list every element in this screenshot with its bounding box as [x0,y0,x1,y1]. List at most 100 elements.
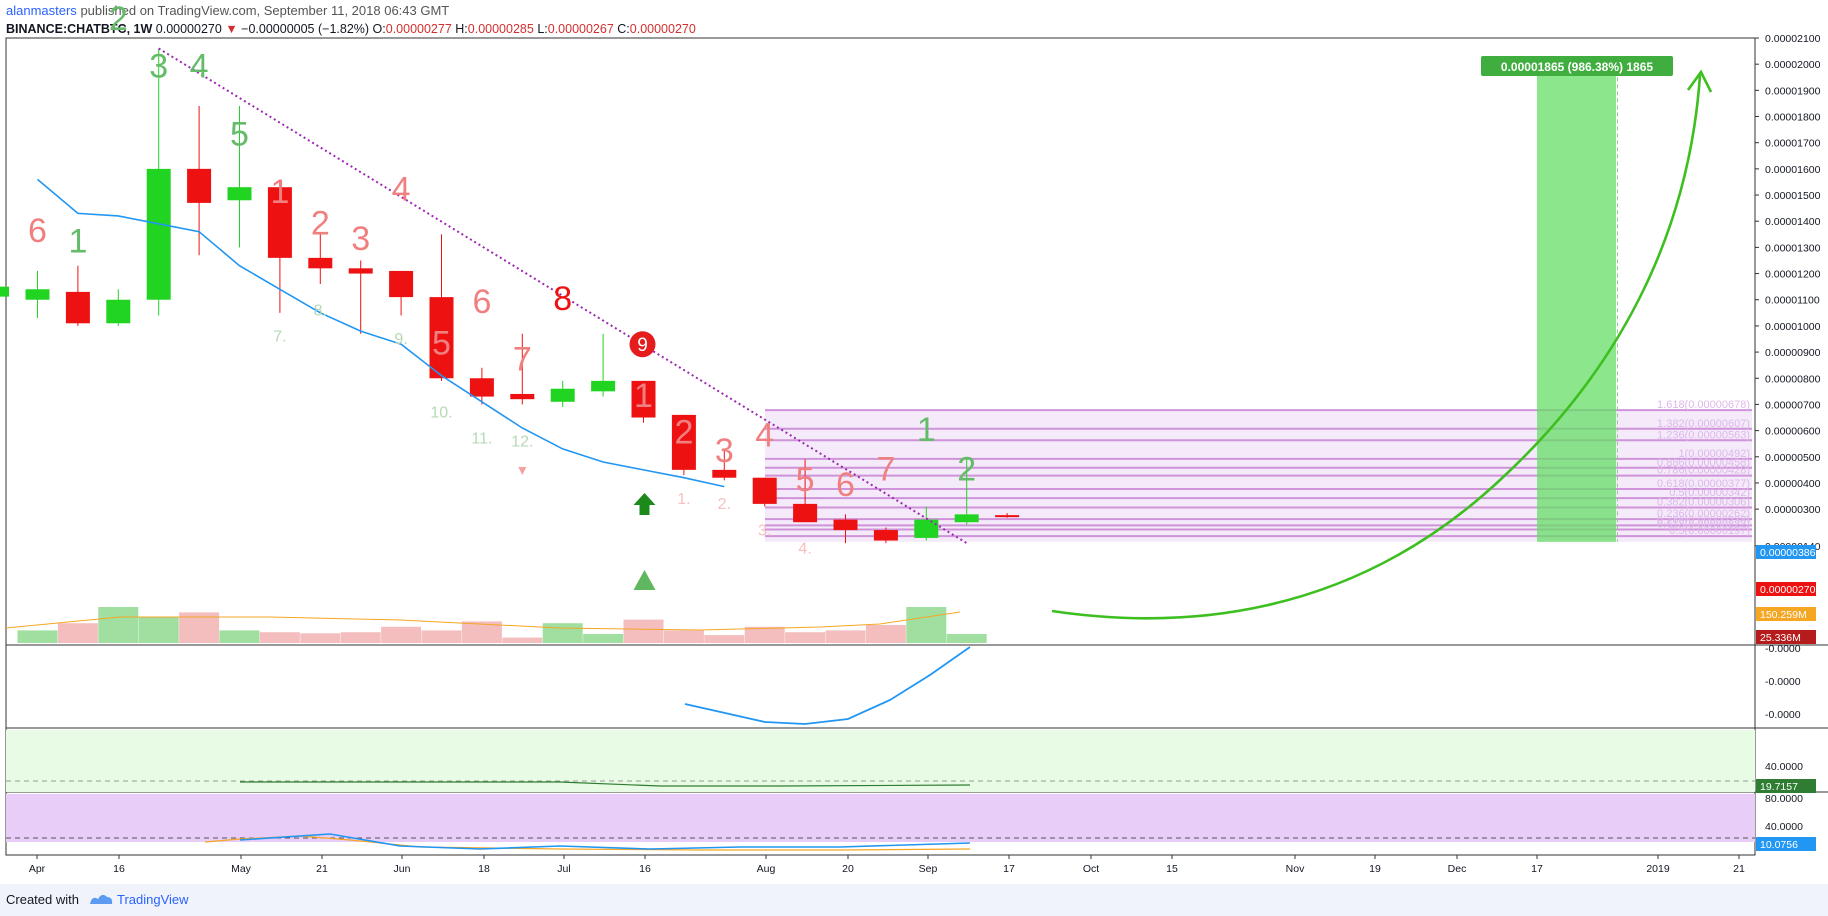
y-tick-label: 0.00001800 [1765,112,1821,124]
td-count-label: 5 [432,325,451,363]
x-tick-label: 2019 [1646,863,1670,875]
volume-bar [421,630,462,643]
candle-body [267,187,292,258]
y-tick-label: 0.00001400 [1765,216,1821,228]
td9-signal-icon [629,331,656,358]
fib-label: 1.382(0.00000607) [1657,418,1750,430]
price-chart[interactable]: 1.618(0.00000678) 1.382(0.00000607)1.236(… [0,0,1828,884]
volume-bar [623,619,664,643]
author-link[interactable]: alanmasters [6,3,77,18]
volume-bar [542,623,583,643]
projection-label: 0.00001865 (986.38%) 1865 [1501,60,1653,74]
y-tick-label: 0.00001200 [1765,269,1821,281]
close-value: 0.00000270 [629,22,696,36]
td-count-label: 4 [190,47,209,85]
osc2-value: 19.7157 [1760,781,1798,793]
candle-body [631,380,656,418]
td-count-label: 6 [472,283,491,321]
td-count-label: 8 [553,280,572,318]
volume-bar [865,625,906,643]
candle-body [65,291,90,324]
volume-tag: 25.336M [1760,632,1801,644]
candle-body [550,388,575,402]
candle-body [671,414,696,470]
td-count-label: 4 [755,416,774,454]
candle-body [833,519,858,531]
triangle-down-icon [518,467,527,475]
osc3-tick-label: 40.0000 [1765,821,1803,833]
td-count-label: 1 [68,223,87,261]
td-count-label: 11. [471,431,492,448]
tradingview-logo-icon[interactable] [88,890,114,908]
buy-arrow-icon [633,493,656,515]
candle-body [591,380,616,392]
fib-label: 0.5(0.00000342) [1669,487,1750,499]
symbol-info: BINANCE:CHATBTC, 1W 0.00000270 ▼ −0.0000… [6,20,696,38]
x-tick-label: Oct [1083,863,1099,875]
osc2-value-box [1756,779,1816,793]
published-text: published on TradingView.com, September … [80,3,450,18]
y-tick-label: 0.00002000 [1765,59,1821,71]
fib-label: 0.5(0.00000197) [1669,525,1750,537]
x-tick-label: 20 [842,863,854,875]
candle-body [510,393,535,400]
volume-ma-tag-box [1756,607,1816,621]
candle-body [712,469,737,478]
x-tick-label: 21 [1733,863,1745,875]
td-count-label: 7 [513,340,532,378]
td-count-label: 6 [28,212,47,250]
volume-bar [340,632,381,643]
fib-label: 0.382(0.00000306) [1657,497,1750,509]
candle-body [469,378,494,397]
volume-bar [300,633,341,643]
y-tick-label: 0.00000800 [1765,373,1821,385]
low-label: L: [537,22,548,36]
td-count-label: 4. [798,541,811,558]
volume-bar [825,630,866,643]
y-tick-label: 0.00001000 [1765,321,1821,333]
volume-tag-box [1756,630,1816,644]
volume-bar [704,635,745,643]
x-tick-label: 17 [1531,863,1543,875]
open-value: 0.00000277 [385,22,452,36]
volume-bar [259,632,300,643]
x-tick-label: 16 [639,863,651,875]
volume-bar [17,630,58,643]
volume-bar [906,607,947,643]
change-down-icon: ▼ [225,22,238,36]
candle-body [429,297,454,379]
candle-body [308,257,333,269]
candle-body [954,514,979,523]
osc1-tick-label: -0.0000 [1765,643,1801,655]
last-price-tag: 0.00000270 [1760,584,1816,596]
footer-bar: Created with TradingView [0,884,1828,916]
last-price-tag-box [1756,582,1816,596]
candle-body [873,530,898,541]
osc3-line [239,833,971,850]
volume-ma-line [5,611,961,631]
y-tick-label: 0.00001900 [1765,85,1821,97]
td-count-label: 3 [351,220,370,258]
fib-label: 1(0.00000492) [1678,448,1750,460]
chart-header: alanmasters published on TradingView.com… [6,2,449,20]
td-count-label: 6 [836,466,855,504]
fib-label: 1.236(0.00000563) [1657,429,1750,441]
x-tick-label: 17 [1003,863,1015,875]
volume-bar [583,634,624,643]
td-count-label: 9. [394,331,407,348]
candle-body [995,515,1020,518]
x-tick-label: 21 [316,863,328,875]
symbol-label[interactable]: BINANCE:CHATBTC, 1W [6,22,153,36]
td-count-label: 1 [917,411,936,449]
y-tick-label: 0.00001600 [1765,164,1821,176]
td-count-label: 1 [270,173,289,211]
y-tick-label: 0.00000900 [1765,347,1821,359]
y-tick-label: 0.00000400 [1765,478,1821,490]
td-count-label: 2. [718,496,731,513]
tradingview-brand[interactable]: TradingView [117,892,189,907]
fib-label: 0.786(0.00000428) [1657,465,1750,477]
candle-body [389,270,414,298]
fib-label: 0.618(0.00000377) [1657,478,1750,490]
y-tick-label: 0.00000700 [1765,399,1821,411]
fib-label: 0.786(0.00000238) [1657,514,1750,526]
